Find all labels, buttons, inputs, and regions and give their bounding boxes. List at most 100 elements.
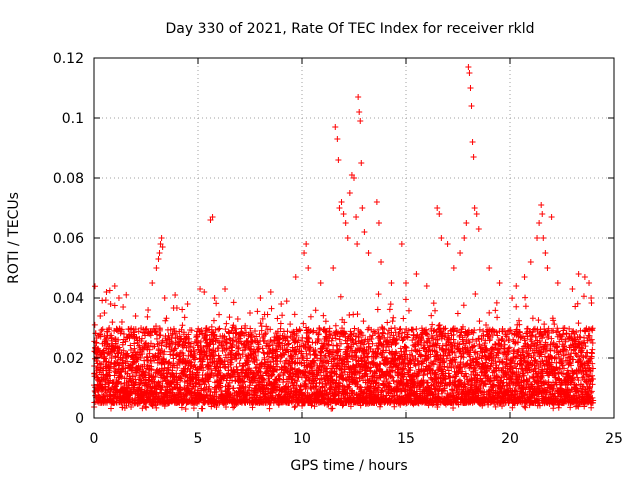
data-point [126, 335, 133, 342]
data-point [151, 353, 158, 360]
data-point [174, 364, 181, 371]
data-point [112, 353, 119, 360]
data-point [199, 330, 206, 337]
data-point [163, 315, 170, 322]
data-point [188, 327, 195, 334]
data-point [148, 340, 155, 347]
data-point [212, 326, 219, 333]
data-point [106, 351, 113, 358]
data-point [213, 300, 220, 307]
data-point [109, 319, 116, 326]
data-point [123, 291, 130, 298]
data-point [111, 302, 118, 309]
data-point [196, 355, 203, 362]
data-point [187, 363, 194, 370]
data-point [209, 353, 216, 360]
data-point [185, 331, 192, 338]
data-point [155, 379, 162, 386]
data-point [171, 346, 178, 353]
data-point [180, 352, 187, 359]
data-point [97, 312, 104, 319]
data-point [92, 283, 99, 290]
data-point [142, 326, 149, 333]
data-point [147, 332, 154, 339]
data-point [190, 405, 197, 412]
data-point [110, 344, 117, 351]
data-point [161, 348, 168, 355]
data-point [154, 341, 161, 348]
data-point [195, 340, 202, 347]
data-point [128, 403, 135, 410]
data-point [208, 323, 215, 330]
data-point [124, 358, 131, 365]
data-point [215, 352, 222, 359]
data-point [144, 313, 151, 320]
data-point [216, 325, 223, 332]
data-point [139, 351, 146, 358]
data-point [182, 405, 189, 412]
data-point [102, 297, 109, 304]
data-point [166, 359, 173, 366]
data-point [212, 348, 219, 355]
data-point [129, 367, 136, 374]
data-point [128, 364, 135, 371]
data-point [118, 380, 125, 387]
data-point [106, 325, 113, 332]
data-point [153, 404, 160, 411]
data-point [192, 380, 199, 387]
data-point [135, 342, 142, 349]
data-point [98, 388, 105, 395]
data-point [106, 287, 113, 294]
data-point [127, 342, 134, 349]
data-point [173, 352, 180, 359]
data-point [164, 373, 171, 380]
data-point [197, 338, 204, 345]
data-point [116, 361, 123, 368]
data-point [196, 381, 203, 388]
data-point [101, 393, 108, 400]
data-point [98, 327, 105, 334]
data-point [172, 345, 179, 352]
data-point [198, 361, 205, 368]
data-point [162, 317, 169, 324]
data-point [99, 326, 106, 333]
data-point [183, 344, 190, 351]
data-point [104, 340, 111, 347]
data-point [155, 346, 162, 353]
data-point [118, 374, 125, 381]
data-point [159, 339, 166, 346]
data-point [185, 339, 192, 346]
data-point [98, 361, 105, 368]
data-point [151, 378, 158, 385]
data-point [108, 355, 115, 362]
data-point [181, 368, 188, 375]
data-point [128, 325, 135, 332]
data-point [213, 403, 220, 410]
data-point [118, 326, 125, 333]
data-point [206, 374, 213, 381]
data-point [181, 314, 188, 321]
data-point [135, 328, 142, 335]
data-point [142, 403, 149, 410]
data-point [170, 355, 177, 362]
data-point [177, 375, 184, 382]
data-point [137, 354, 144, 361]
data-point [130, 373, 137, 380]
data-point [148, 366, 155, 373]
data-point [178, 326, 185, 333]
data-point [179, 355, 186, 362]
data-point [192, 356, 199, 363]
points-layer [91, 64, 597, 412]
data-point [213, 388, 220, 395]
data-point [173, 304, 180, 311]
data-point [205, 362, 212, 369]
data-point [173, 330, 180, 337]
data-point [139, 405, 146, 412]
data-point [142, 369, 149, 376]
data-point [131, 345, 138, 352]
data-point [178, 375, 185, 382]
data-point [191, 347, 198, 354]
data-point [217, 380, 224, 387]
